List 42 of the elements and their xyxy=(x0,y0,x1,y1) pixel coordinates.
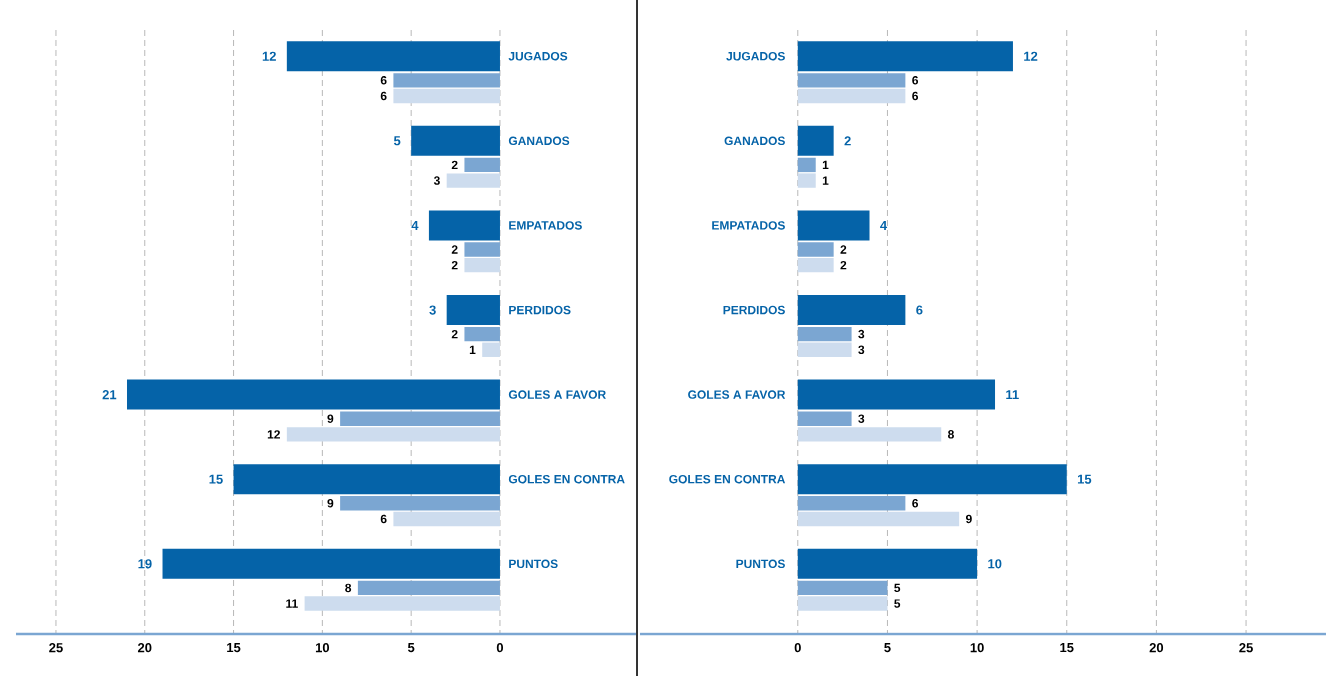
bar xyxy=(286,41,500,72)
bar xyxy=(340,411,500,426)
bar xyxy=(304,596,500,611)
bar xyxy=(797,379,996,410)
bar xyxy=(464,326,500,342)
bar xyxy=(428,210,500,241)
bar xyxy=(797,580,888,596)
bar xyxy=(797,257,834,273)
bar xyxy=(233,464,500,495)
bar xyxy=(797,157,816,173)
bar xyxy=(797,173,816,188)
bar xyxy=(797,41,1013,72)
bar xyxy=(797,326,852,342)
bar xyxy=(127,379,500,410)
bar xyxy=(797,464,1067,495)
bar xyxy=(446,294,500,326)
bar xyxy=(162,548,500,579)
bar xyxy=(340,496,500,511)
bar xyxy=(797,511,960,527)
bar xyxy=(482,342,500,357)
bar xyxy=(797,294,906,326)
bar xyxy=(797,427,942,442)
bar xyxy=(797,596,888,611)
bar xyxy=(357,580,500,596)
bar xyxy=(464,242,500,257)
bar xyxy=(797,88,906,104)
bar xyxy=(797,242,834,257)
bar xyxy=(797,496,906,511)
bar xyxy=(797,548,978,579)
bar xyxy=(411,125,500,156)
bar xyxy=(393,88,500,104)
bar xyxy=(797,342,852,357)
bar xyxy=(797,125,834,156)
bar xyxy=(393,511,500,527)
bar xyxy=(797,73,906,88)
bar xyxy=(286,427,500,442)
bar xyxy=(797,411,852,426)
bar xyxy=(446,173,500,188)
bar xyxy=(393,73,500,88)
bar xyxy=(464,257,500,273)
bar xyxy=(464,157,500,173)
bar xyxy=(797,210,870,241)
